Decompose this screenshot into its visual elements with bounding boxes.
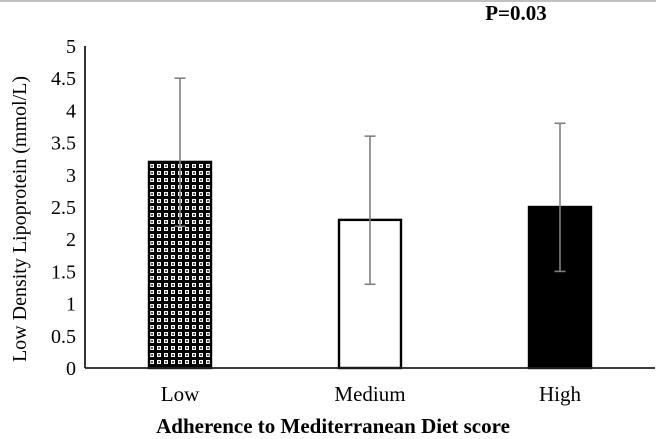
y-axis-tick-labels: 0 0.5 1 1.5 2 2.5 3 3.5 4 4.5 5 — [51, 36, 76, 380]
y-tick-label: 2 — [66, 229, 76, 251]
y-tick-label: 3.5 — [51, 133, 76, 155]
y-axis-title: Low Density Lipoprotein (mmol/L) — [9, 76, 31, 362]
y-tick-label: 1 — [66, 294, 76, 316]
axes — [84, 46, 655, 369]
y-tick-label: 2.5 — [51, 197, 76, 219]
x-axis-title: Adherence to Mediterranean Diet score — [156, 414, 510, 438]
y-tick-label: 5 — [66, 36, 76, 58]
y-tick-label: 4 — [66, 100, 76, 122]
error-bars — [174, 77, 566, 286]
category-label-low: Low — [161, 382, 200, 406]
x-axis-category-labels: Low Medium High — [161, 382, 582, 406]
p-value-annotation: P=0.03 — [485, 1, 547, 25]
y-tick-label: 3 — [66, 165, 76, 187]
y-tick-label: 0 — [66, 358, 76, 380]
category-label-medium: Medium — [334, 382, 405, 406]
y-tick-label: 4.5 — [51, 68, 76, 90]
category-label-high: High — [539, 382, 582, 406]
y-tick-label: 0.5 — [51, 326, 76, 348]
y-tick-label: 1.5 — [51, 261, 76, 283]
